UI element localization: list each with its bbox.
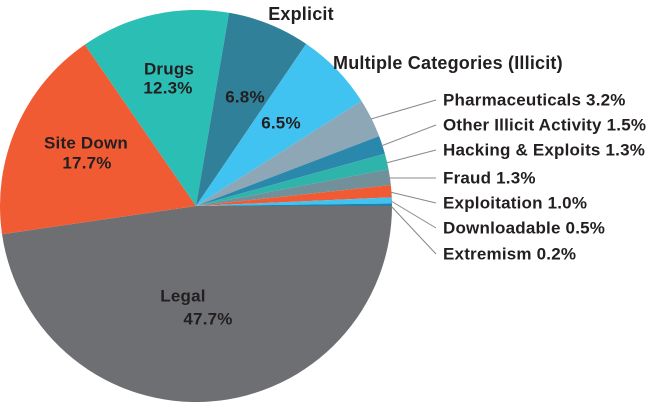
leader-line-downloadable	[390, 200, 437, 229]
leader-line-pharmaceuticals	[370, 99, 437, 120]
slice-pct-site-down: 17.7%	[62, 153, 112, 173]
slice-pct-multiple-categories-illicit: 6.5%	[261, 113, 301, 133]
callout-label-fraud: Fraud 1.3%	[443, 168, 536, 188]
callout-label-downloadable: Downloadable 0.5%	[443, 218, 606, 238]
slice-pct-explicit: 6.8%	[225, 87, 265, 107]
slice-label-drugs: Drugs	[143, 59, 195, 79]
pie-slice-downloadable	[196, 197, 392, 206]
leader-line-exploitation	[389, 191, 437, 204]
leader-line-extremism	[390, 205, 437, 255]
slice-label-legal: Legal	[160, 286, 206, 306]
pie-slice-hacking-exploits	[196, 153, 389, 206]
slice-label-multiple-categories-illicit: Multiple Categories (Illicit)	[333, 53, 563, 73]
slice-pct-drugs: 12.3%	[143, 78, 193, 98]
callout-label-hacking-exploits: Hacking & Exploits 1.3%	[443, 140, 646, 160]
pie-slice-extremism	[196, 203, 392, 206]
leader-line-hacking-exploits	[385, 149, 437, 164]
pie-slice-pharmaceuticals	[196, 100, 380, 206]
pie-slice-drugs	[84, 9, 230, 206]
slice-label-site-down: Site Down	[44, 133, 128, 153]
leader-line-other-illicit-activity	[380, 124, 437, 147]
pie-slice-site-down	[0, 44, 196, 235]
pie-slice-fraud	[196, 169, 391, 206]
slice-pct-legal: 47.7%	[183, 309, 233, 329]
callout-label-pharmaceuticals: Pharmaceuticals 3.2%	[443, 90, 626, 110]
pie-slice-other-illicit-activity	[196, 136, 385, 206]
callout-label-extremism: Extremism 0.2%	[443, 244, 577, 264]
slice-label-explicit: Explicit	[268, 4, 334, 24]
callout-label-exploitation: Exploitation 1.0%	[443, 193, 588, 213]
pie-slice-explicit	[196, 12, 307, 207]
pie-slice-exploitation	[196, 185, 392, 206]
pie-slice-multiple-categories-illicit	[196, 43, 362, 206]
callout-label-other-illicit-activity: Other Illicit Activity 1.5%	[443, 115, 647, 135]
pie-slice-legal	[2, 206, 392, 402]
